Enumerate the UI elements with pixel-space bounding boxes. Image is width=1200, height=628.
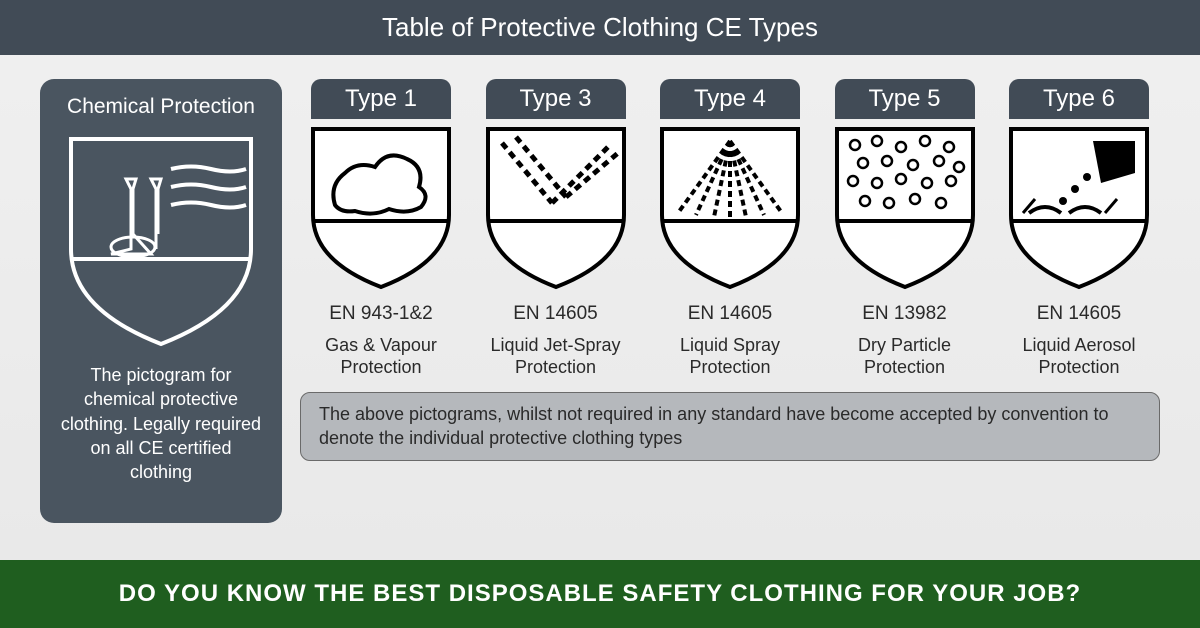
type-standard: EN 14605 [513,303,598,325]
chemical-protection-panel: Chemical Protection The pictogram for ch… [40,79,282,523]
note-box: The above pictograms, whilst not require… [300,392,1160,461]
footer-bar: DO YOU KNOW THE BEST DISPOSABLE SAFETY C… [0,560,1200,628]
main-content: Chemical Protection The pictogram for ch… [0,55,1200,539]
jet-shield-icon [482,123,630,291]
type-standard: EN 13982 [862,303,947,325]
types-row: Type 1 EN 943-1&2 Gas & Vapour Protectio… [300,79,1160,378]
type-standard: EN 14605 [688,303,773,325]
gas-shield-icon [307,123,455,291]
chemical-title: Chemical Protection [67,95,255,119]
type-label: Type 3 [486,79,626,119]
particle-shield-icon [831,123,979,291]
type-label: Type 6 [1009,79,1149,119]
type-description: Dry Particle Protection [824,335,986,378]
types-area: Type 1 EN 943-1&2 Gas & Vapour Protectio… [300,79,1160,523]
type-column-1: Type 1 EN 943-1&2 Gas & Vapour Protectio… [300,79,462,378]
type-label: Type 1 [311,79,451,119]
header-bar: Table of Protective Clothing CE Types [0,0,1200,55]
chemical-shield-icon [61,129,261,349]
note-text: The above pictograms, whilst not require… [319,404,1108,447]
type-description: Liquid Spray Protection [649,335,811,378]
type-column-6: Type 6 EN 14605 Liquid Aerosol Protectio… [998,79,1160,378]
type-standard: EN 14605 [1037,303,1122,325]
spray-shield-icon [656,123,804,291]
type-description: Liquid Jet-Spray Protection [475,335,637,378]
chemical-description: The pictogram for chemical protective cl… [58,363,264,484]
type-label: Type 5 [835,79,975,119]
type-column-5: Type 5 [824,79,986,378]
type-column-3: Type 3 EN 14605 Liquid Jet-Spray Protect… [475,79,637,378]
type-label: Type 4 [660,79,800,119]
type-standard: EN 943-1&2 [329,303,433,325]
aerosol-shield-icon [1005,123,1153,291]
footer-text: DO YOU KNOW THE BEST DISPOSABLE SAFETY C… [119,580,1081,607]
type-column-4: Type 4 EN 14605 Liquid Spray Protection [649,79,811,378]
header-title: Table of Protective Clothing CE Types [382,12,818,42]
type-description: Liquid Aerosol Protection [998,335,1160,378]
type-description: Gas & Vapour Protection [300,335,462,378]
